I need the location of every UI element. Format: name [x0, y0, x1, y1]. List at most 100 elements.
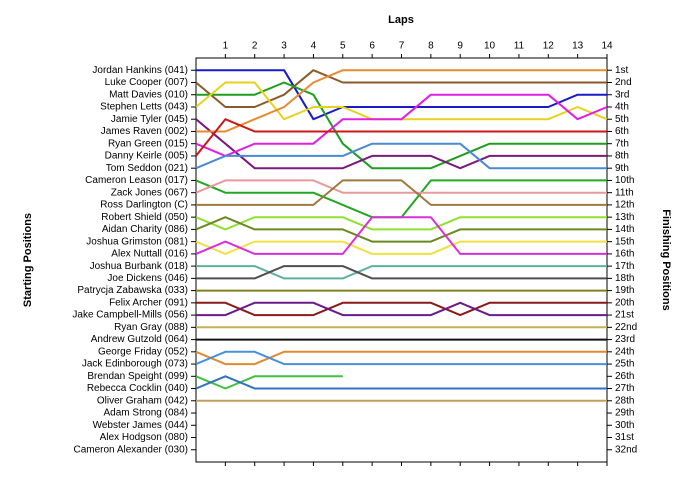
driver-label: Joshua Burbank (018) [90, 261, 188, 272]
y2-tick-label: 17th [615, 261, 634, 272]
driver-label: Andrew Gutzold (064) [91, 334, 188, 345]
driver-label: Joshua Grimston (081) [86, 236, 188, 247]
y2-tick-label: 14th [615, 224, 634, 235]
driver-label: Cameron Leason (017) [85, 175, 188, 186]
driver-label: Rebecca Cocklin (040) [87, 383, 188, 394]
y-axis-title: Starting Positions [22, 213, 34, 307]
y2-tick-label: 28th [615, 395, 634, 406]
driver-label: Matt Davies (010) [109, 89, 188, 100]
driver-line [196, 81, 607, 170]
x-tick-label: 9 [457, 41, 463, 52]
y2-tick-label: 16th [615, 249, 634, 260]
x-tick-label: 12 [543, 41, 555, 52]
driver-label: James Raven (002) [101, 126, 188, 137]
y2-tick-label: 12th [615, 200, 634, 211]
driver-line [195, 216, 607, 231]
lines [195, 69, 608, 402]
y2-tick-label: 23rd [615, 334, 635, 345]
driver-label: Jake Campbell-Mills (056) [72, 310, 188, 321]
driver-label: Danny Keirle (005) [105, 151, 188, 162]
driver-label: Stephen Letts (043) [100, 102, 188, 113]
driver-label: Alex Nuttall (016) [111, 249, 188, 260]
y2-tick-label: 10th [615, 175, 634, 186]
y2-tick-label: 8th [615, 151, 629, 162]
x-tick-label: 13 [572, 41, 584, 52]
x-tick-label: 3 [281, 41, 287, 52]
driver-line [195, 375, 607, 390]
driver-label: George Friday (052) [98, 346, 188, 357]
y2-tick-label: 25th [615, 359, 634, 370]
driver-label: Joe Dickens (046) [107, 273, 188, 284]
driver-line [195, 216, 607, 243]
y2-tick-label: 31st [615, 432, 634, 443]
y2-tick-label: 11th [615, 187, 634, 198]
driver-label: Jordan Hankins (041) [92, 65, 188, 76]
y2-tick-label: 19th [615, 285, 634, 296]
driver-line [196, 179, 607, 206]
y2-tick-label: 9th [615, 163, 629, 174]
driver-label: Brendan Speight (099) [87, 371, 188, 382]
driver-line [196, 69, 607, 121]
driver-label: Adam Strong (084) [104, 408, 189, 419]
driver-line [195, 216, 607, 255]
y2-tick-label: 2nd [615, 77, 632, 88]
driver-line [195, 240, 607, 255]
y2-tick-label: 13th [615, 212, 634, 223]
driver-line [195, 81, 608, 121]
driver-line [195, 93, 608, 157]
driver-line [196, 265, 607, 280]
driver-line [196, 301, 607, 317]
driver-line [195, 179, 607, 194]
driver-label: Cameron Alexander (030) [73, 444, 188, 455]
y2-tick-label: 6th [615, 126, 629, 137]
driver-label: Oliver Graham (042) [97, 395, 188, 406]
driver-label: Webster James (044) [93, 420, 188, 431]
x-tick-label: 7 [399, 41, 405, 52]
driver-label: Jamie Tyler (045) [111, 114, 188, 125]
driver-label: Luke Cooper (007) [105, 77, 188, 88]
driver-label: Felix Archer (091) [109, 297, 188, 308]
y2-tick-label: 4th [615, 102, 629, 113]
x-tick-label: 8 [428, 41, 434, 52]
y2-tick-label: 24th [615, 346, 634, 357]
x-tick-label: 11 [514, 41, 525, 52]
x-tick-label: 6 [369, 41, 375, 52]
y2-tick-label: 22nd [615, 322, 637, 333]
y2-tick-label: 32nd [615, 444, 637, 455]
driver-label: Patrycja Zabawska (033) [77, 285, 188, 296]
x-tick-label: 2 [252, 41, 258, 52]
driver-label: Jack Edinborough (073) [82, 359, 188, 370]
y2-tick-label: 29th [615, 408, 634, 419]
driver-label: Tom Seddon (021) [106, 163, 188, 174]
y2-tick-label: 15th [615, 236, 634, 247]
driver-line [195, 179, 607, 219]
driver-line [196, 265, 607, 280]
y2-tick-label: 7th [615, 138, 629, 149]
driver-label: Robert Shield (050) [101, 212, 188, 223]
y2-tick-label: 1st [615, 65, 629, 76]
y2-tick-label: 20th [615, 297, 634, 308]
x-tick-label: 5 [340, 41, 346, 52]
y2-tick-label: 30th [615, 420, 634, 431]
driver-line [195, 118, 607, 170]
driver-label: Alex Hodgson (080) [100, 432, 188, 443]
chart-title: Laps [388, 14, 414, 26]
driver-line [195, 142, 607, 170]
driver-line [195, 69, 607, 108]
driver-label: Ryan Gray (088) [114, 322, 188, 333]
x-tick-label: 1 [223, 41, 229, 52]
y2-tick-label: 5th [615, 114, 629, 125]
x-tick-label: 14 [601, 41, 613, 52]
driver-label: Ross Darlington (C) [100, 200, 188, 211]
driver-line [195, 375, 343, 390]
y2-tick-label: 21st [615, 310, 634, 321]
y2-tick-label: 3rd [615, 89, 629, 100]
x-tick-label: 10 [484, 41, 496, 52]
driver-line [196, 69, 607, 133]
driver-line [195, 118, 607, 157]
y2-tick-label: 26th [615, 371, 634, 382]
y2-tick-label: 27th [615, 383, 634, 394]
driver-label: Aidan Charity (086) [102, 224, 188, 235]
driver-line [195, 350, 607, 366]
